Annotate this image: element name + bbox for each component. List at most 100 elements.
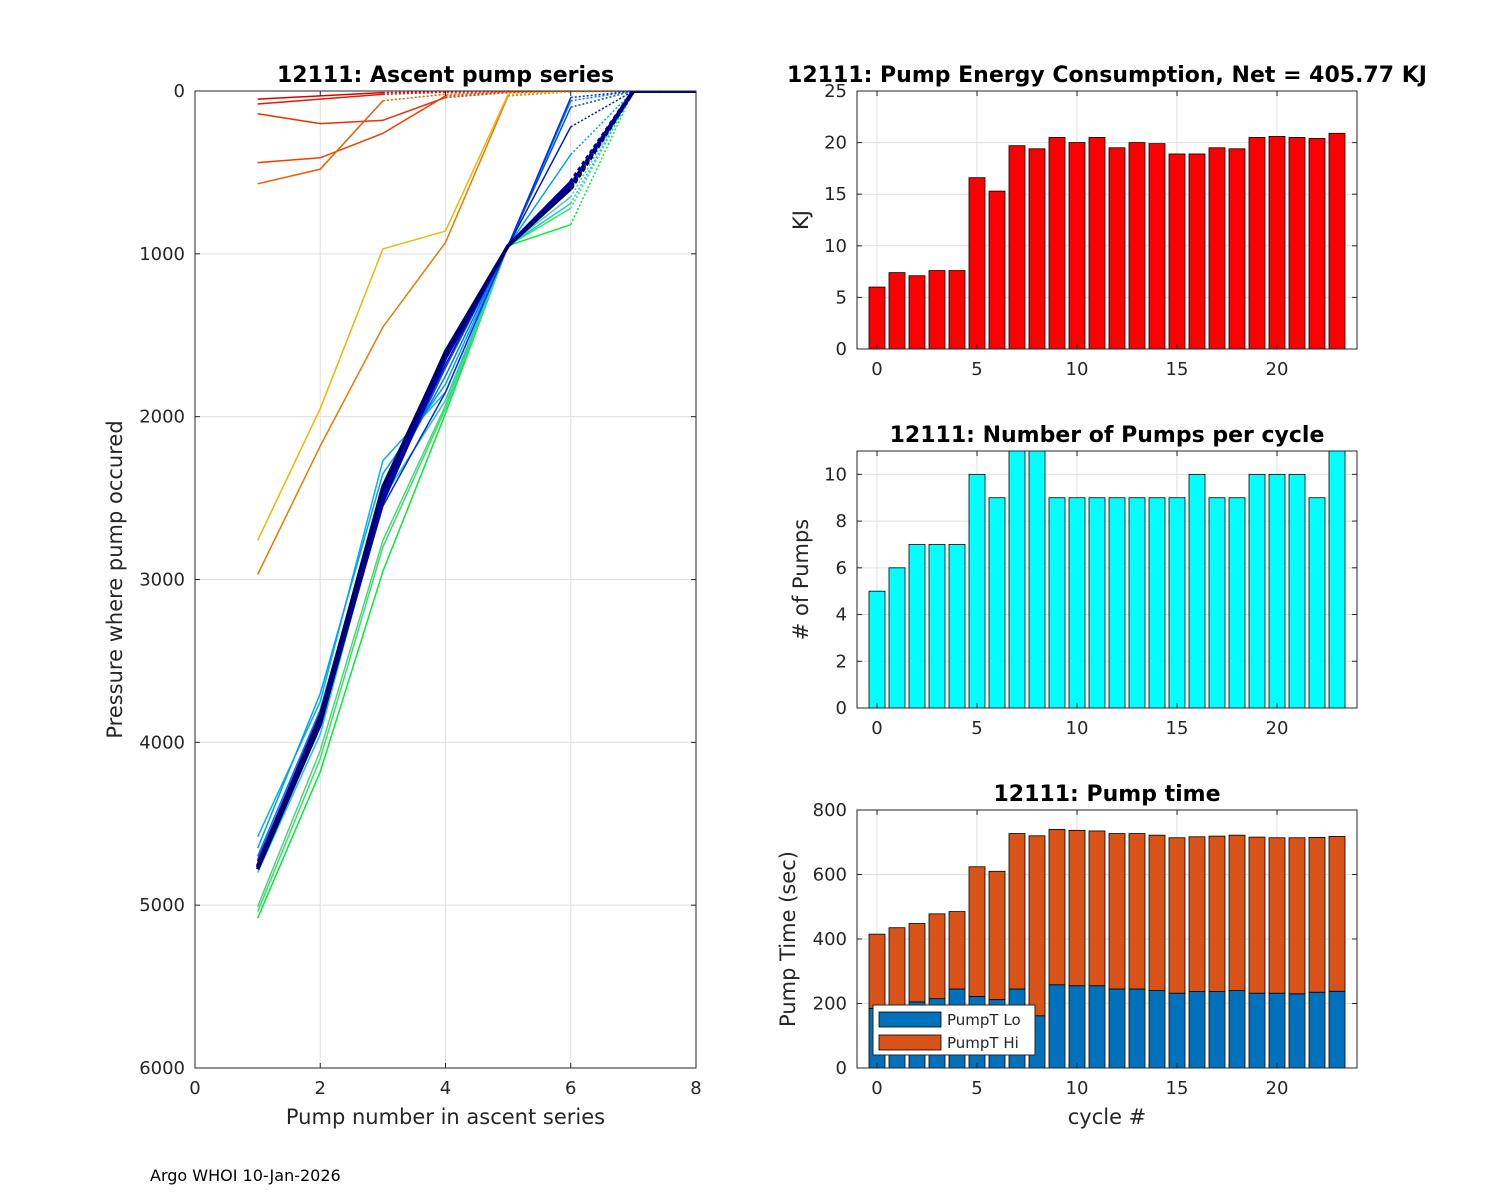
series-line-5 bbox=[256, 95, 509, 575]
bar bbox=[1028, 450, 1046, 709]
bar bbox=[1048, 137, 1066, 350]
bar-pumpt-lo bbox=[1088, 985, 1106, 1069]
series-dotted-9 bbox=[570, 91, 696, 198]
bar-pumpt-hi bbox=[908, 923, 926, 1003]
series-dotted-17 bbox=[569, 91, 696, 184]
bar bbox=[908, 544, 926, 709]
x-tick-label: 5 bbox=[971, 359, 982, 380]
y-tick-label: 8 bbox=[836, 511, 847, 532]
bar bbox=[1048, 497, 1066, 709]
bar bbox=[868, 590, 886, 709]
y-axis-label: # of Pumps bbox=[789, 519, 813, 641]
bar-pumpt-hi bbox=[1248, 836, 1266, 994]
bar-pumpt-hi bbox=[1288, 837, 1306, 995]
y-tick-label: 400 bbox=[813, 929, 847, 950]
bar-pumpt-hi bbox=[928, 913, 946, 1000]
bar bbox=[1268, 136, 1286, 350]
bar bbox=[1268, 473, 1286, 709]
bar-pumpt-hi bbox=[1128, 833, 1146, 990]
y-tick-label: 5 bbox=[836, 287, 847, 308]
bar-pumpt-hi bbox=[868, 933, 886, 1009]
bar bbox=[1308, 497, 1326, 709]
grid-lines bbox=[194, 90, 697, 1069]
legend: PumpT Lo PumpT Hi bbox=[872, 1004, 1036, 1056]
x-tick-label: 0 bbox=[871, 359, 882, 380]
bar-pumpt-hi bbox=[1308, 837, 1326, 993]
y-tick-label: 25 bbox=[824, 81, 847, 102]
series-line-7 bbox=[256, 223, 571, 919]
x-tick-label: 6 bbox=[565, 1078, 576, 1099]
bar bbox=[1108, 497, 1126, 709]
y-axis-label: Pump Time (sec) bbox=[776, 851, 800, 1027]
legend-label: PumpT Hi bbox=[947, 1034, 1019, 1052]
bar bbox=[928, 544, 946, 709]
bars bbox=[868, 132, 1346, 350]
y-tick-label: 1000 bbox=[139, 244, 185, 265]
bar bbox=[1008, 450, 1026, 709]
x-tick-label: 5 bbox=[971, 1078, 982, 1099]
series-line-1 bbox=[257, 93, 383, 105]
bar bbox=[1008, 145, 1026, 350]
x-tick-label: 10 bbox=[1066, 1078, 1089, 1099]
series-dotted-18 bbox=[569, 91, 696, 187]
y-axis-label: Pressure where pump occured bbox=[103, 420, 127, 738]
x-tick-label: 8 bbox=[690, 1078, 701, 1099]
bar bbox=[1128, 142, 1146, 350]
y-tick-label: 15 bbox=[824, 184, 847, 205]
axes-frame bbox=[856, 90, 1358, 350]
bar-pumpt-lo bbox=[1248, 992, 1266, 1069]
bar-pumpt-hi bbox=[968, 866, 986, 997]
chart-2: 0 5 10 15 20 0 2 4 6 8 10 12111: Number of Pumps pe… bbox=[789, 423, 1358, 739]
y-tick-label: 600 bbox=[813, 865, 847, 886]
bar-pumpt-hi bbox=[948, 911, 966, 990]
bar bbox=[1088, 137, 1106, 350]
y-tick-label: 5000 bbox=[139, 895, 185, 916]
series-dotted-7 bbox=[570, 91, 696, 225]
legend-swatch bbox=[878, 1034, 942, 1051]
bar bbox=[1068, 142, 1086, 350]
y-tick-label: 0 bbox=[836, 339, 847, 360]
chart-title: 12111: Pump Energy Consumption, Net = 40… bbox=[787, 63, 1427, 88]
bar bbox=[1188, 153, 1206, 350]
bar-pumpt-hi bbox=[1048, 828, 1066, 986]
bar-pumpt-hi bbox=[1108, 833, 1126, 990]
bar bbox=[908, 275, 926, 350]
series-line-6 bbox=[256, 93, 509, 541]
y-tick-label: 6000 bbox=[139, 1058, 185, 1079]
bar bbox=[1208, 147, 1226, 350]
x-tick-label: 0 bbox=[871, 718, 882, 739]
series-dotted-16 bbox=[570, 91, 696, 128]
y-tick-label: 10 bbox=[824, 464, 847, 485]
y-tick-label: 4000 bbox=[139, 732, 185, 753]
chart-title: 12111: Pump time bbox=[993, 782, 1220, 807]
x-axis-label: cycle # bbox=[1068, 1105, 1147, 1129]
bar bbox=[1148, 497, 1166, 709]
bar-pumpt-hi bbox=[1268, 837, 1286, 994]
bar bbox=[1108, 147, 1126, 350]
bar bbox=[948, 544, 966, 709]
bar-pumpt-lo bbox=[1108, 988, 1126, 1069]
series-line-3 bbox=[257, 95, 446, 164]
y-tick-label: 6 bbox=[836, 558, 847, 579]
series-dotted-20 bbox=[569, 91, 696, 190]
bar bbox=[948, 270, 966, 350]
bar-pumpt-lo bbox=[1168, 992, 1186, 1069]
x-tick-label: 20 bbox=[1266, 718, 1289, 739]
series-line-20 bbox=[256, 187, 572, 867]
series-dotted-8 bbox=[570, 91, 696, 209]
bar bbox=[1168, 153, 1186, 350]
bar bbox=[868, 286, 886, 350]
series-dotted-12 bbox=[570, 91, 696, 156]
bar bbox=[1148, 143, 1166, 350]
bar bbox=[1288, 137, 1306, 350]
x-tick-label: 0 bbox=[189, 1078, 200, 1099]
y-tick-label: 10 bbox=[824, 236, 847, 257]
bar-pumpt-lo bbox=[1128, 988, 1146, 1069]
bar-pumpt-hi bbox=[1168, 837, 1186, 994]
bar bbox=[1168, 497, 1186, 709]
bars bbox=[868, 828, 1346, 1069]
bar bbox=[988, 497, 1006, 709]
x-tick-label: 10 bbox=[1066, 718, 1089, 739]
